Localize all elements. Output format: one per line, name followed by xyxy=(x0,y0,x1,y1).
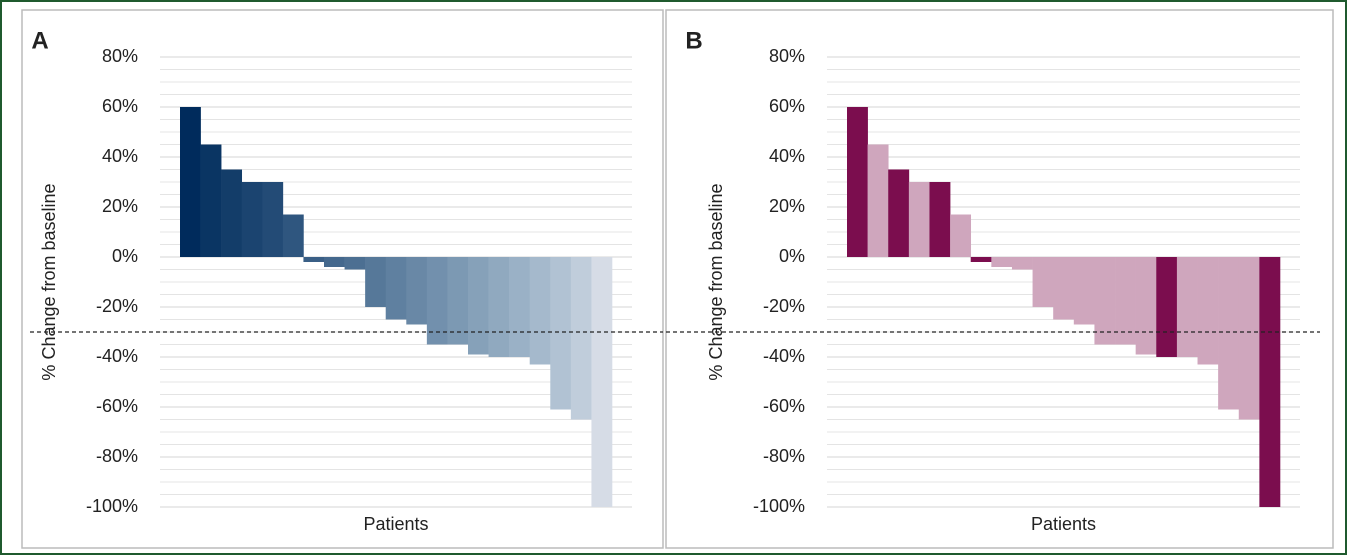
bar xyxy=(950,214,972,257)
x-axis-label: Patients xyxy=(363,514,428,534)
y-tick-label: -60% xyxy=(763,396,805,416)
bar xyxy=(908,182,930,257)
bar xyxy=(282,214,304,257)
y-tick-label: -80% xyxy=(763,446,805,466)
bar xyxy=(570,257,592,420)
y-tick-label: -100% xyxy=(753,496,805,516)
bar xyxy=(591,257,613,507)
bar xyxy=(970,257,992,262)
bar xyxy=(241,182,263,257)
y-axis-label: % Change from baseline xyxy=(39,183,59,380)
bar xyxy=(385,257,407,320)
y-tick-label: -20% xyxy=(763,296,805,316)
bar xyxy=(1156,257,1178,357)
bar xyxy=(509,257,531,357)
bar xyxy=(426,257,448,345)
bar xyxy=(447,257,469,345)
bar xyxy=(488,257,510,357)
bar xyxy=(262,182,284,257)
bar xyxy=(1176,257,1198,357)
y-tick-label: 40% xyxy=(769,146,805,166)
bar xyxy=(468,257,489,355)
y-tick-label: 20% xyxy=(102,196,138,216)
y-tick-label: 0% xyxy=(112,246,138,266)
bar xyxy=(180,107,201,257)
y-tick-label: 80% xyxy=(769,46,805,66)
y-tick-label: 80% xyxy=(102,46,138,66)
y-tick-label: 0% xyxy=(779,246,805,266)
bar xyxy=(1032,257,1054,307)
bar xyxy=(200,144,222,257)
bar xyxy=(991,257,1013,267)
y-axis-label: % Change from baseline xyxy=(706,183,726,380)
bar xyxy=(1197,257,1219,365)
bar xyxy=(221,169,243,257)
panel-label: A xyxy=(31,27,48,54)
bar xyxy=(1115,257,1136,345)
y-tick-label: -40% xyxy=(96,346,138,366)
y-tick-label: -20% xyxy=(96,296,138,316)
y-tick-label: -100% xyxy=(86,496,138,516)
bar xyxy=(1053,257,1075,320)
bar xyxy=(344,257,366,270)
bar xyxy=(1238,257,1260,420)
bar xyxy=(1259,257,1281,507)
panel-label: B xyxy=(685,27,702,54)
bar xyxy=(847,107,868,257)
bar xyxy=(529,257,551,365)
bar xyxy=(303,257,325,262)
y-tick-label: -40% xyxy=(763,346,805,366)
y-tick-label: 20% xyxy=(769,196,805,216)
bar xyxy=(365,257,387,307)
y-tick-label: -80% xyxy=(96,446,138,466)
bar xyxy=(1094,257,1116,345)
bar xyxy=(1218,257,1240,410)
bar xyxy=(888,169,910,257)
x-axis-label: Patients xyxy=(1031,514,1096,534)
bar xyxy=(1073,257,1095,325)
bar xyxy=(1135,257,1157,355)
bar xyxy=(929,182,951,257)
bar xyxy=(324,257,345,267)
y-tick-label: 60% xyxy=(102,96,138,116)
bar xyxy=(867,144,889,257)
y-tick-label: 40% xyxy=(102,146,138,166)
bar xyxy=(1011,257,1033,270)
bar xyxy=(406,257,428,325)
y-tick-label: 60% xyxy=(769,96,805,116)
bar xyxy=(550,257,572,410)
y-tick-label: -60% xyxy=(96,396,138,416)
